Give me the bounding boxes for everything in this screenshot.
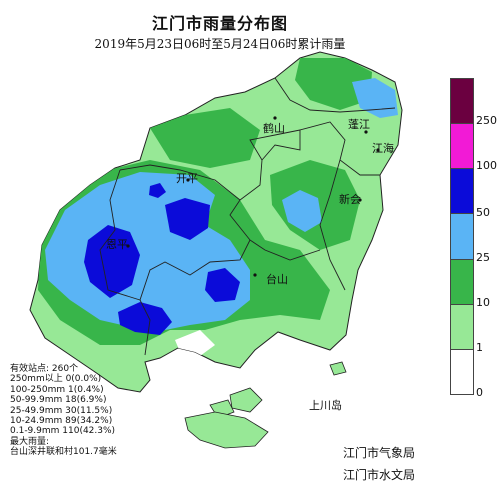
label-heshan: 鹤山 — [263, 122, 285, 135]
map-title: 江门市雨量分布图 — [151, 14, 288, 33]
legend-tick-25: 25 — [476, 251, 490, 264]
zone-50-100-taishan — [205, 268, 240, 302]
label-xinhui: 新会 — [339, 193, 361, 206]
zone-50-100-enping — [84, 225, 140, 298]
stats-max-label: 最大雨量: — [10, 436, 50, 447]
stats-25: 25-49.9mm 30(11.5%) — [10, 405, 113, 416]
stats-max-value: 台山深井联和村101.7毫米 — [10, 447, 117, 458]
legend-tick-50: 50 — [476, 206, 490, 219]
label-shangchuan: 上川岛 — [309, 399, 342, 412]
district-boundaries — [99, 77, 396, 356]
station-stats: 有效站点: 260个 250mm以上 0(0.0%) 100-250mm 1(0… — [10, 364, 117, 458]
legend-swatch-50 — [451, 169, 473, 215]
stats-100: 100-250mm 1(0.4%) — [10, 384, 104, 395]
place-markers — [126, 116, 380, 277]
zone-25-50-northeast — [352, 78, 398, 118]
map-subtitle: 2019年5月23日06时至5月24日06时累计雨量 — [94, 37, 346, 51]
zone-50-100-kaiping — [165, 198, 210, 240]
zone-0-1-south — [175, 330, 215, 356]
legend-tick-0: 0 — [476, 386, 483, 399]
zone-50-100-small — [149, 183, 166, 198]
legend-tick-100: 100 — [476, 159, 497, 172]
island-1 — [229, 387, 263, 413]
legend-swatch-250 — [451, 79, 473, 125]
island-shangchuan — [184, 411, 269, 449]
island-small — [329, 361, 347, 376]
legend-swatch-10 — [451, 259, 473, 305]
label-jianghai: 江海 — [372, 142, 394, 155]
zone-25-50-east — [282, 190, 322, 232]
zone-50-100-south — [118, 302, 172, 335]
credit-hydro: 江门市水文局 — [343, 468, 416, 482]
color-legend — [450, 78, 474, 395]
legend-swatch-100 — [451, 124, 473, 170]
label-pengjiang: 蓬江 — [348, 118, 370, 131]
stats-01: 0.1-9.9mm 110(42.3%) — [10, 426, 116, 437]
zone-10-25-northeast — [295, 58, 372, 110]
legend-tick-10: 10 — [476, 296, 490, 309]
stats-50: 50-99.9mm 18(6.9%) — [10, 395, 107, 406]
legend-swatch-0 — [451, 349, 473, 394]
label-taishan: 台山 — [266, 273, 288, 286]
stats-250: 250mm以上 0(0.0%) — [10, 374, 102, 385]
credit-met: 江门市气象局 — [343, 446, 416, 460]
stats-10: 10-24.9mm 89(34.2%) — [10, 416, 113, 427]
label-kaiping: 开平 — [176, 172, 198, 185]
legend-tick-1: 1 — [476, 341, 483, 354]
label-enping: 恩平 — [106, 238, 128, 251]
legend-swatch-1 — [451, 304, 473, 350]
zone-10-25-north — [150, 108, 260, 168]
legend-tick-250: 250 — [476, 114, 497, 127]
stats-total: 有效站点: 260个 — [10, 364, 79, 374]
legend-swatch-25 — [451, 214, 473, 260]
